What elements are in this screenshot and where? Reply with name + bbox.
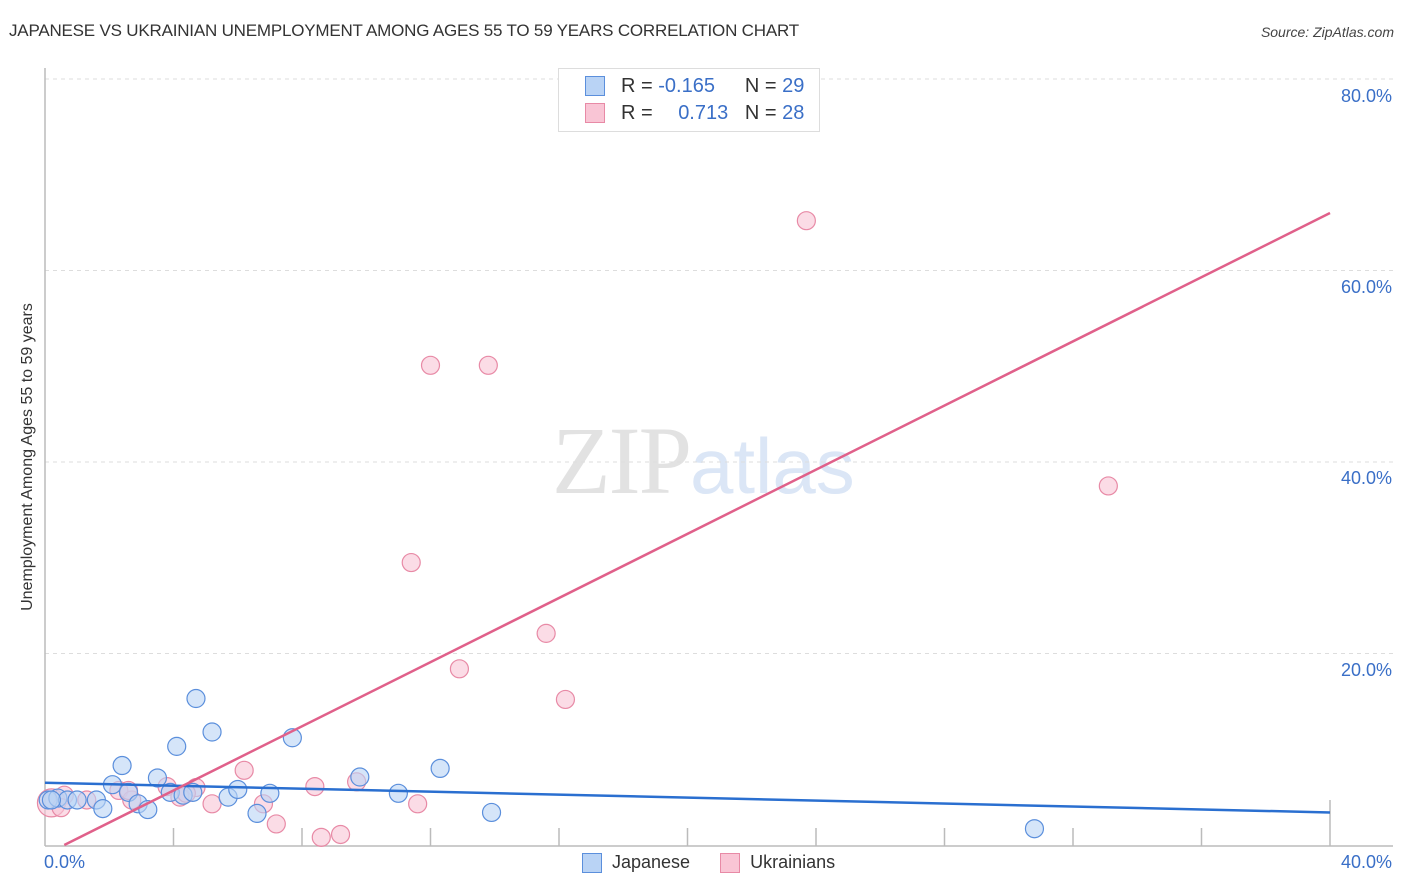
y-tick-20: 20.0%: [1340, 660, 1392, 680]
source-credit: Source: ZipAtlas.com: [1260, 24, 1394, 40]
x-ticks: [172, 800, 1331, 846]
data-point: [183, 782, 203, 802]
n-value-ukrainians: 28: [782, 101, 805, 124]
data-point: [408, 794, 428, 814]
japanese-points: [38, 688, 1045, 839]
n-value-japanese: 29: [782, 74, 805, 97]
ukrainians-trendline: [63, 211, 1331, 847]
y-tick-40: 40.0%: [1340, 468, 1392, 488]
gridlines: [45, 78, 1393, 654]
n-label: N =: [744, 74, 777, 97]
data-point: [202, 722, 222, 742]
data-point: [478, 355, 498, 375]
legend-row-ukrainians: R = 0.713 N = 28: [585, 100, 804, 126]
r-label: R =: [621, 74, 653, 97]
r-value-japanese: -0.165: [658, 74, 715, 97]
data-point: [147, 768, 168, 788]
data-point: [420, 355, 441, 375]
data-point: [449, 659, 470, 679]
data-point: [350, 767, 370, 787]
data-point: [112, 755, 132, 776]
japanese-swatch: [585, 76, 605, 96]
data-point: [167, 736, 187, 756]
data-point: [93, 799, 113, 819]
x-tick-40: 40.0%: [1340, 852, 1392, 872]
data-point: [311, 827, 331, 847]
legend-label-japanese: Japanese: [612, 852, 691, 872]
data-point: [388, 783, 408, 803]
data-point: [1024, 819, 1045, 839]
data-point: [330, 824, 351, 845]
watermark-zip: ZIP: [552, 407, 692, 514]
n-label: N =: [744, 101, 777, 124]
data-point: [555, 689, 576, 710]
legend-label-ukrainians: Ukrainians: [750, 852, 836, 872]
japanese-trendline: [44, 781, 1331, 814]
data-point: [41, 790, 62, 810]
japanese-swatch: [582, 852, 602, 873]
legend-item-ukrainians[interactable]: Ukrainians: [720, 852, 835, 873]
data-point: [401, 552, 421, 573]
data-point: [234, 760, 254, 780]
chart-title: JAPANESE VS UKRAINIAN UNEMPLOYMENT AMONG…: [9, 21, 799, 40]
y-tick-60: 60.0%: [1340, 277, 1392, 297]
x-tick-0: 0.0%: [44, 852, 86, 872]
ukrainians-points: [36, 211, 1118, 847]
data-point: [186, 688, 206, 709]
axes: [44, 68, 1393, 847]
data-point: [1098, 476, 1118, 496]
y-tick-80: 80.0%: [1340, 86, 1392, 106]
r-value-ukrainians: 0.713: [678, 101, 729, 124]
data-point: [247, 803, 267, 824]
r-label: R =: [621, 101, 653, 124]
ukrainians-swatch: [585, 103, 605, 123]
data-point: [228, 779, 248, 800]
correlation-legend: R = -0.165 N = 29 R = 0.713 N = 28: [558, 68, 820, 132]
data-point: [67, 790, 87, 810]
data-point: [430, 758, 450, 779]
data-point: [202, 794, 222, 814]
data-point: [536, 623, 556, 643]
series-legend: Japanese Ukrainians: [582, 852, 865, 873]
watermark: ZIPatlas: [552, 405, 855, 516]
legend-item-japanese[interactable]: Japanese: [582, 852, 690, 873]
watermark-atlas: atlas: [690, 422, 855, 510]
data-point: [481, 802, 502, 823]
ukrainians-swatch: [720, 852, 741, 873]
data-point: [796, 211, 816, 231]
data-point: [266, 814, 286, 834]
data-point: [305, 776, 325, 797]
legend-row-japanese: R = -0.165 N = 29: [585, 73, 804, 99]
